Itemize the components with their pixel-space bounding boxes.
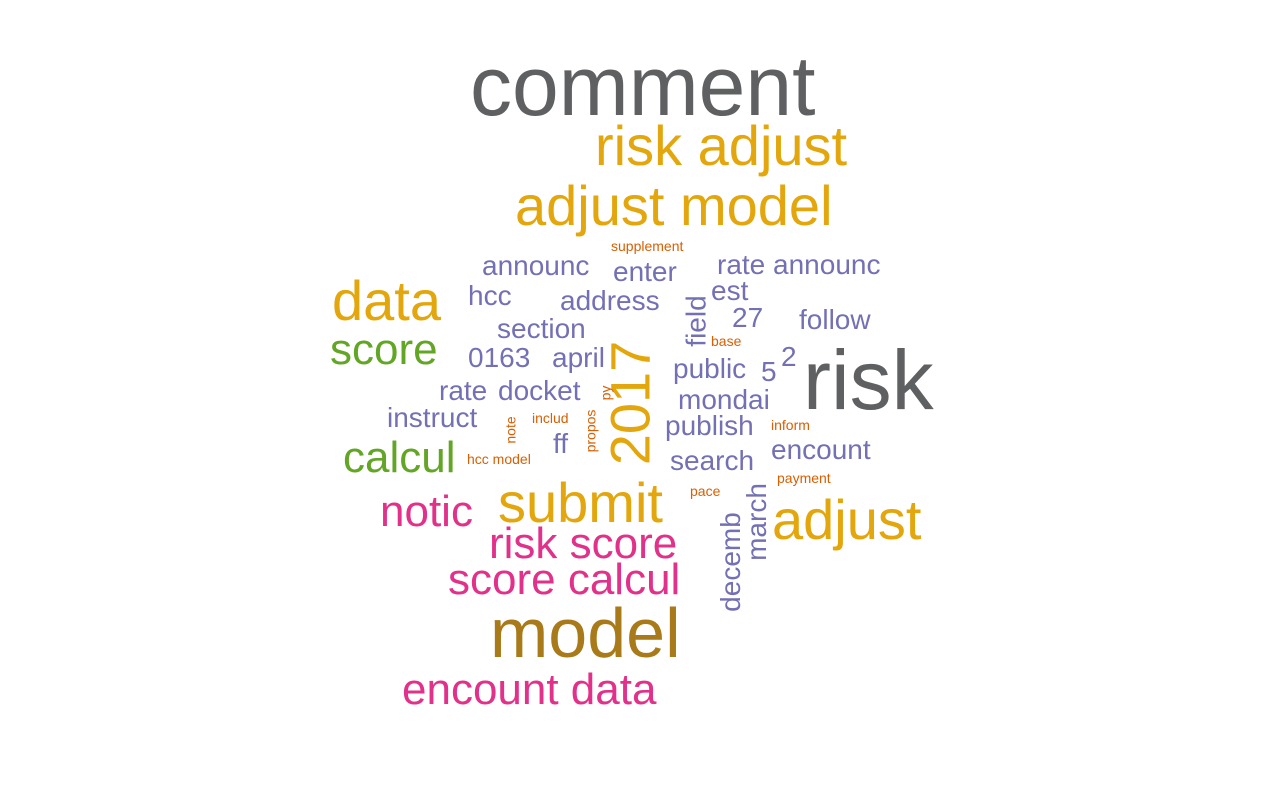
word-supplement: supplement [611, 238, 684, 254]
word-risk: risk [803, 333, 934, 427]
word-27: 27 [732, 302, 764, 333]
word-follow: follow [799, 304, 871, 335]
word-instruct: instruct [387, 402, 478, 433]
word-comment: comment [470, 39, 816, 133]
word-search: search [670, 445, 755, 476]
word-propos: propos [582, 409, 599, 453]
word-address: address [560, 285, 660, 316]
word-enter: enter [613, 256, 677, 287]
word-note: note [502, 416, 519, 444]
word-mondai: mondai [678, 384, 770, 415]
word-encount: encount [771, 434, 871, 465]
word-submit: submit [498, 471, 663, 534]
word-adjust-model: adjust model [515, 174, 833, 237]
word-hcc-model: hcc model [467, 451, 531, 467]
word-est: est [711, 275, 749, 306]
word-hcc: hcc [468, 280, 512, 311]
word-notic: notic [380, 487, 473, 536]
word-score-calcul: score calcul [448, 555, 681, 604]
word-adjust: adjust [772, 488, 922, 551]
word-docket: docket [498, 375, 581, 406]
word-decemb: decemb [714, 512, 746, 612]
word-rate-announc: rate announc [717, 249, 881, 280]
word-calcul: calcul [343, 433, 456, 482]
word-risk-score: risk score [489, 519, 678, 568]
word-2: 2 [781, 341, 797, 372]
word-pace: pace [690, 483, 721, 499]
word-model: model [490, 594, 681, 672]
word-score: score [330, 325, 438, 374]
word-publish: publish [665, 410, 754, 441]
word-ff: ff [553, 428, 569, 459]
word-encount-data: encount data [402, 665, 657, 714]
word-py: py [597, 385, 614, 401]
word-inform: inform [771, 417, 810, 433]
word-includ: includ [532, 410, 569, 426]
word-2017: 2017 [598, 340, 662, 466]
word-rate: rate [439, 375, 488, 406]
word-field: field [680, 295, 712, 347]
word-april: april [552, 342, 605, 373]
word-base: base [711, 333, 742, 349]
word-0163: 0163 [468, 342, 531, 373]
word-section: section [497, 313, 586, 344]
word-data: data [332, 269, 441, 332]
word-risk-adjust: risk adjust [595, 114, 848, 177]
word-5: 5 [761, 356, 777, 387]
word-announc: announc [482, 250, 590, 281]
word-march: march [740, 483, 772, 561]
word-public: public [673, 353, 747, 384]
word-payment: payment [777, 470, 831, 486]
